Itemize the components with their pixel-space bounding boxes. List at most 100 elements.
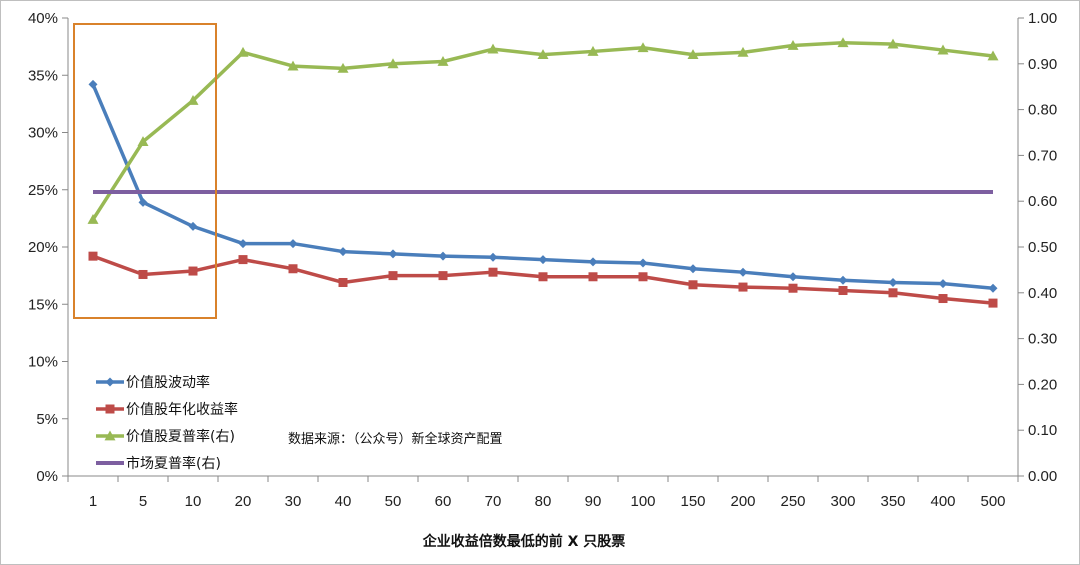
data-point (388, 271, 398, 281)
legend-label: 市场夏普率(右) (126, 455, 221, 472)
y-right-tick-label: 0.60 (1028, 193, 1057, 210)
data-point (587, 45, 599, 56)
y-right-tick-label: 0.50 (1028, 239, 1057, 256)
legend-item-2: 价值股夏普率(右) (96, 428, 235, 445)
x-tick-label: 10 (185, 493, 202, 510)
legend-swatch-marker (104, 430, 116, 441)
data-point (438, 251, 448, 261)
data-point (988, 283, 998, 293)
y-left-tick-label: 15% (28, 296, 58, 313)
data-point (188, 266, 198, 276)
x-tick-label: 70 (485, 493, 502, 510)
data-point (637, 42, 649, 53)
x-tick-label: 30 (285, 493, 302, 510)
y-right-tick-label: 0.90 (1028, 56, 1057, 73)
legend-item-3: 市场夏普率(右) (96, 455, 221, 472)
data-point (437, 56, 449, 66)
x-axis-label: 企业收益倍数最低的前 X 只股票 (422, 533, 626, 550)
x-tick-label: 50 (385, 493, 402, 510)
legend-label: 价值股年化收益率 (126, 401, 238, 418)
data-point (688, 280, 698, 290)
data-point (887, 38, 899, 49)
data-point (638, 272, 648, 282)
x-tick-label: 40 (335, 493, 352, 510)
data-source-note: 数据来源：（公众号）新全球资产配置 (288, 431, 503, 447)
data-point (338, 277, 348, 287)
y-left-tick-label: 10% (28, 354, 58, 371)
data-point (788, 283, 798, 293)
data-point (138, 269, 148, 279)
y-left-tick-label: 20% (28, 239, 58, 256)
data-point (137, 136, 149, 147)
data-point (787, 39, 799, 50)
data-point (287, 60, 299, 71)
legend-swatch-marker (105, 404, 115, 414)
y-left-tick-label: 0% (36, 468, 58, 485)
data-point (338, 247, 348, 257)
data-point (238, 255, 248, 265)
data-point (488, 252, 498, 262)
x-tick-label: 300 (830, 493, 855, 510)
y-right-tick-label: 0.10 (1028, 422, 1057, 439)
data-point (688, 264, 698, 274)
y-left-tick-label: 30% (28, 125, 58, 142)
x-tick-label: 350 (880, 493, 905, 510)
data-point (538, 255, 548, 265)
data-point (788, 272, 798, 282)
data-point (638, 258, 648, 268)
x-tick-label: 1 (89, 493, 97, 510)
data-point (237, 46, 249, 57)
data-point (438, 271, 448, 281)
legend-label: 价值股夏普率(右) (126, 428, 235, 445)
data-point (487, 43, 499, 54)
data-point (738, 282, 748, 292)
y-left-tick-label: 40% (28, 10, 58, 27)
data-point (588, 272, 598, 282)
x-tick-label: 80 (535, 493, 552, 510)
data-point (88, 251, 98, 261)
y-left-tick-label: 35% (28, 67, 58, 84)
x-tick-label: 100 (630, 493, 655, 510)
data-point (188, 221, 198, 231)
data-point (737, 46, 749, 57)
data-point (187, 94, 199, 105)
x-tick-label: 500 (980, 493, 1005, 510)
data-point (138, 197, 148, 207)
highlight-box (73, 23, 217, 319)
data-point (537, 49, 549, 60)
y-left-tick-label: 5% (36, 411, 58, 428)
data-point (988, 298, 998, 308)
data-point (838, 275, 848, 285)
x-tick-label: 250 (780, 493, 805, 510)
data-point (88, 79, 98, 89)
y-left-tick-label: 25% (28, 182, 58, 199)
y-right-tick-label: 0.30 (1028, 331, 1057, 348)
legend-item-1: 价值股年化收益率 (96, 401, 238, 418)
y-right-tick-label: 0.20 (1028, 376, 1057, 393)
x-tick-label: 20 (235, 493, 252, 510)
data-point (387, 58, 399, 69)
axes: 0% 5% 10% 15% 20% 25% 30% 35% 40% 0.00 0.10 0.20 0.3… (28, 10, 1057, 510)
data-point (938, 279, 948, 289)
y-right-tick-label: 0.80 (1028, 102, 1057, 119)
data-point (937, 44, 949, 55)
data-point (588, 257, 598, 267)
data-point (538, 272, 548, 282)
data-point (987, 50, 999, 61)
series-2 (87, 37, 999, 224)
data-point (888, 277, 898, 287)
legend-item-0: 价值股波动率 (96, 374, 210, 391)
data-point (488, 267, 498, 277)
y-right-tick-label: 0.40 (1028, 285, 1057, 302)
data-point (238, 239, 248, 249)
x-tick-label: 5 (139, 493, 147, 510)
legend-label: 价值股波动率 (126, 374, 210, 391)
data-point (288, 264, 298, 274)
series-0 (88, 79, 998, 293)
x-tick-label: 90 (585, 493, 602, 510)
x-tick-label: 60 (435, 493, 452, 510)
data-point (837, 37, 849, 48)
data-point (838, 286, 848, 296)
data-point (288, 239, 298, 249)
data-point (738, 267, 748, 277)
